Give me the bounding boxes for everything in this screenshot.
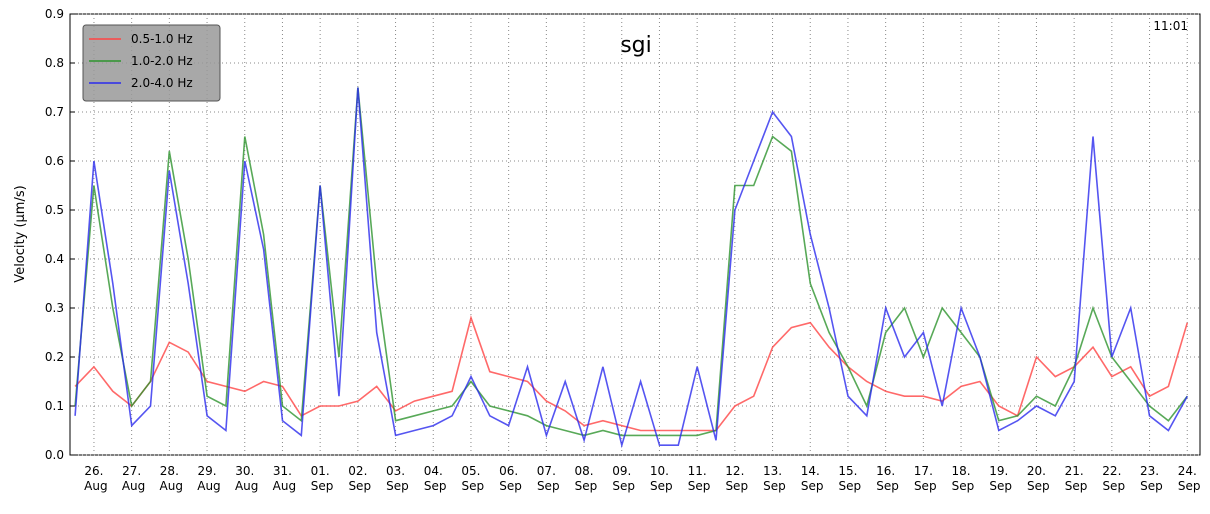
y-tick-label: 0.3 [45, 301, 64, 315]
y-tick-label: 0.6 [45, 154, 64, 168]
x-tick-label: 03. Sep [382, 464, 408, 493]
y-tick-label: 0.5 [45, 203, 64, 217]
x-tick-label: 15. Sep [835, 464, 861, 493]
legend-label: 2.0-4.0 Hz [131, 76, 193, 90]
x-tick-label: 08. Sep [571, 464, 597, 493]
data-line [74, 315, 1189, 432]
x-tick-label: 06. Sep [495, 464, 521, 493]
x-tick-label: 21. Sep [1061, 464, 1087, 493]
x-tick-label: 13. Sep [759, 464, 785, 493]
x-tick-label: 11. Sep [684, 464, 710, 493]
y-tick-label: 0.1 [45, 399, 64, 413]
x-tick-label: 26. Aug [80, 464, 107, 493]
x-tick-label: 16. Sep [872, 464, 898, 493]
y-tick-label: 0.7 [45, 105, 64, 119]
y-tick-label: 0.4 [45, 252, 64, 266]
x-tick-label: 19. Sep [986, 464, 1012, 493]
x-tick-label: 29. Aug [193, 464, 220, 493]
x-tick-label: 05. Sep [458, 464, 484, 493]
x-tick-label: 04. Sep [420, 464, 446, 493]
x-tick-label: 01. Sep [307, 464, 333, 493]
x-tick-label: 27. Aug [118, 464, 145, 493]
y-tick-label: 0.0 [45, 448, 64, 462]
x-tick-label: 17. Sep [910, 464, 936, 493]
x-tick-label: 12. Sep [722, 464, 748, 493]
x-tick-label: 23. Sep [1136, 464, 1162, 493]
data-line [74, 87, 1188, 437]
x-tick-label: 24. Sep [1174, 464, 1200, 493]
y-tick-label: 0.2 [45, 350, 64, 364]
x-tick-label: 14. Sep [797, 464, 823, 493]
legend-label: 1.0-2.0 Hz [131, 54, 193, 68]
x-tick-label: 18. Sep [948, 464, 974, 493]
x-tick-label: 22. Sep [1099, 464, 1125, 493]
plot-area [69, 13, 1201, 456]
legend-box [82, 24, 221, 102]
x-tick-label: 30. Aug [231, 464, 258, 493]
x-tick-label: 10. Sep [646, 464, 672, 493]
x-tick-label: 09. Sep [609, 464, 635, 493]
x-tick-label: 20. Sep [1023, 464, 1049, 493]
chart-title: sgi [620, 33, 652, 58]
x-tick-label: 28. Aug [156, 464, 183, 493]
x-tick-label: 02. Sep [345, 464, 371, 493]
y-tick-label: 0.9 [45, 7, 64, 21]
legend-label: 0.5-1.0 Hz [131, 32, 193, 46]
data-line [74, 87, 1189, 449]
annotation: 11:01 [1153, 19, 1188, 33]
x-tick-label: 07. Sep [533, 464, 559, 493]
y-axis-label: Velocity (μm/s) [13, 185, 28, 282]
x-tick-label: 31. Aug [269, 464, 296, 493]
y-tick-label: 0.8 [45, 56, 64, 70]
